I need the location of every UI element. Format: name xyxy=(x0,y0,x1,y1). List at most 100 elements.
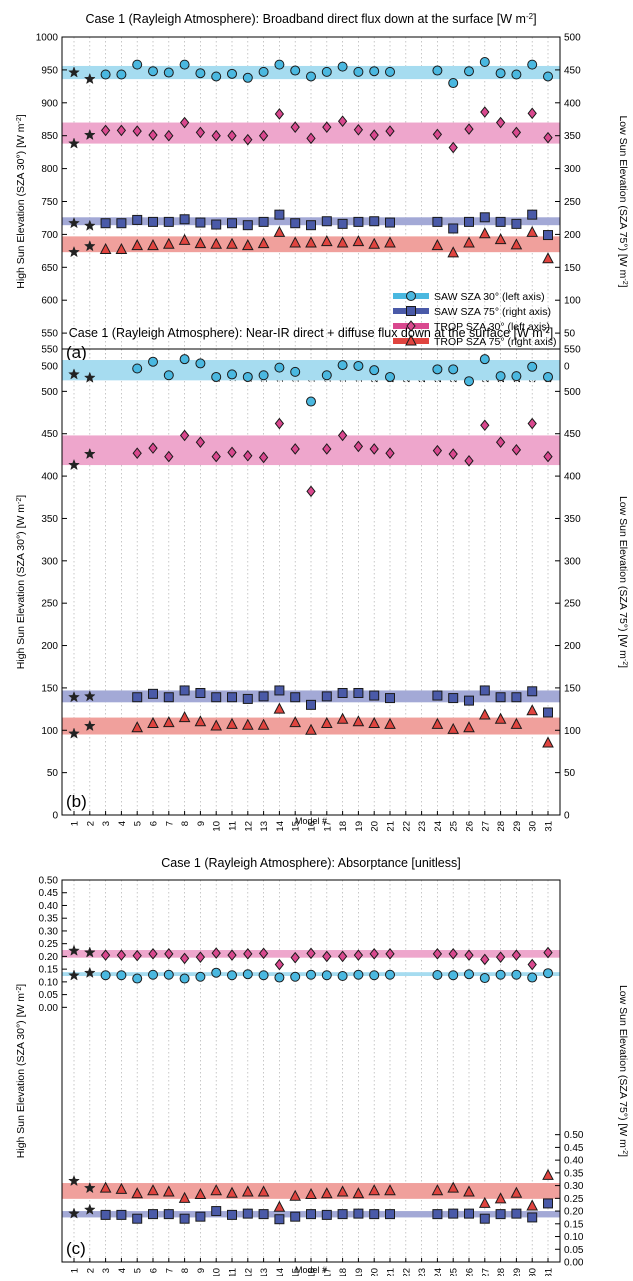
right-tick-label: 0.30 xyxy=(564,1181,584,1192)
data-point-star xyxy=(83,72,96,85)
data-point-circle xyxy=(148,66,158,77)
data-point-circle xyxy=(369,970,380,981)
x-axis-label: Model # xyxy=(295,1265,327,1275)
data-point-circle xyxy=(385,66,395,77)
data-point-diamond xyxy=(495,116,506,129)
left-tick-label: 450 xyxy=(41,429,58,440)
x-tick-label: 1 xyxy=(70,821,81,826)
data-point-square xyxy=(495,692,506,703)
data-point-diamond xyxy=(464,123,474,135)
data-point-square xyxy=(511,1208,522,1219)
x-tick-label: 27 xyxy=(480,821,491,832)
data-point-star xyxy=(83,371,96,383)
data-point-triangle xyxy=(194,1187,207,1200)
data-point-diamond xyxy=(306,947,316,960)
data-point-triangle xyxy=(257,718,270,730)
right-tick-label: 0.45 xyxy=(564,1143,584,1154)
left-tick-label: 850 xyxy=(41,131,58,142)
data-point-circle xyxy=(116,970,127,981)
data-point-square xyxy=(448,223,459,234)
data-point-circle xyxy=(353,66,364,77)
data-point-diamond xyxy=(258,451,269,464)
data-point-circle xyxy=(211,371,222,382)
data-point-square xyxy=(227,218,237,229)
data-point-circle xyxy=(321,370,332,381)
data-point-triangle xyxy=(447,246,460,258)
data-point-circle xyxy=(353,969,364,980)
data-point-square xyxy=(353,216,364,227)
data-point-square xyxy=(100,1209,111,1220)
data-point-circle xyxy=(464,66,474,77)
data-point-square xyxy=(464,1208,474,1219)
data-point-diamond xyxy=(227,446,237,459)
data-point-circle xyxy=(227,369,237,380)
band-saw75 xyxy=(62,690,560,703)
y-axis-right-label: Low Sun Elevation (SZA 75°) [W m-2] xyxy=(617,115,629,287)
data-point-circle xyxy=(227,970,237,981)
band-trop30 xyxy=(62,435,560,466)
chart-title: Case 1 (Rayleigh Atmosphere): Absorptanc… xyxy=(161,856,460,870)
data-point-triangle xyxy=(257,1185,270,1197)
data-point-star xyxy=(68,944,80,956)
data-point-star xyxy=(83,447,96,460)
x-tick-label: 5 xyxy=(133,1268,144,1273)
right-tick-label: 0.10 xyxy=(564,1232,584,1243)
x-tick-label: 30 xyxy=(528,821,539,832)
data-point-square xyxy=(211,692,222,703)
data-point-triangle xyxy=(131,1187,144,1199)
data-point-triangle xyxy=(447,722,460,734)
data-point-diamond xyxy=(464,455,474,467)
data-point-square xyxy=(432,1209,443,1220)
right-tick-label: 450 xyxy=(564,65,581,76)
legend-marker-diamond xyxy=(406,320,416,332)
x-tick-label: 20 xyxy=(370,821,381,832)
data-point-diamond xyxy=(480,106,490,118)
right-tick-label: 200 xyxy=(564,641,581,652)
left-tick-label: 950 xyxy=(41,65,58,76)
data-point-triangle xyxy=(368,237,381,249)
data-point-triangle xyxy=(510,238,523,250)
data-point-circle xyxy=(100,69,111,80)
data-point-triangle xyxy=(241,718,254,730)
data-point-circle xyxy=(195,68,206,79)
data-point-triangle xyxy=(210,237,223,249)
legend-marker-square xyxy=(406,306,416,316)
left-tick-label: 550 xyxy=(41,345,58,356)
data-point-diamond xyxy=(211,129,221,142)
data-point-triangle xyxy=(194,715,207,727)
data-point-triangle xyxy=(257,237,270,249)
data-point-triangle xyxy=(463,236,475,248)
data-point-circle xyxy=(321,66,332,77)
right-tick-label: 0.35 xyxy=(564,1168,584,1179)
data-point-triangle xyxy=(463,1185,475,1197)
data-point-square xyxy=(227,692,237,703)
data-point-triangle xyxy=(510,1186,523,1198)
right-tick-label: 450 xyxy=(564,429,581,440)
x-tick-label: 22 xyxy=(401,1268,412,1276)
right-tick-label: 50 xyxy=(564,329,576,340)
x-tick-label: 14 xyxy=(275,821,286,832)
data-point-diamond xyxy=(353,949,364,961)
data-point-circle xyxy=(258,66,269,77)
data-point-diamond xyxy=(322,121,332,133)
x-tick-label: 10 xyxy=(212,821,223,832)
data-point-diamond xyxy=(227,949,237,961)
data-point-triangle xyxy=(178,233,191,245)
data-point-diamond xyxy=(243,449,253,462)
left-tick-label: 150 xyxy=(41,683,58,694)
x-tick-label: 21 xyxy=(386,821,397,832)
data-point-diamond xyxy=(148,442,158,454)
data-point-triangle xyxy=(210,1184,223,1196)
data-point-diamond xyxy=(337,950,348,963)
data-point-diamond xyxy=(432,948,443,960)
y-axis-left-label: High Sun Elevation (SZA 30°) [W m-2] xyxy=(15,984,27,1159)
data-point-square xyxy=(148,688,158,699)
data-point-diamond xyxy=(195,126,206,139)
right-tick-label: 300 xyxy=(564,164,581,175)
data-point-circle xyxy=(274,362,285,373)
x-tick-label: 31 xyxy=(544,1268,555,1276)
x-tick-label: 31 xyxy=(544,821,555,832)
data-point-diamond xyxy=(179,952,190,965)
data-point-triangle xyxy=(542,1168,554,1180)
data-point-circle xyxy=(132,973,143,984)
